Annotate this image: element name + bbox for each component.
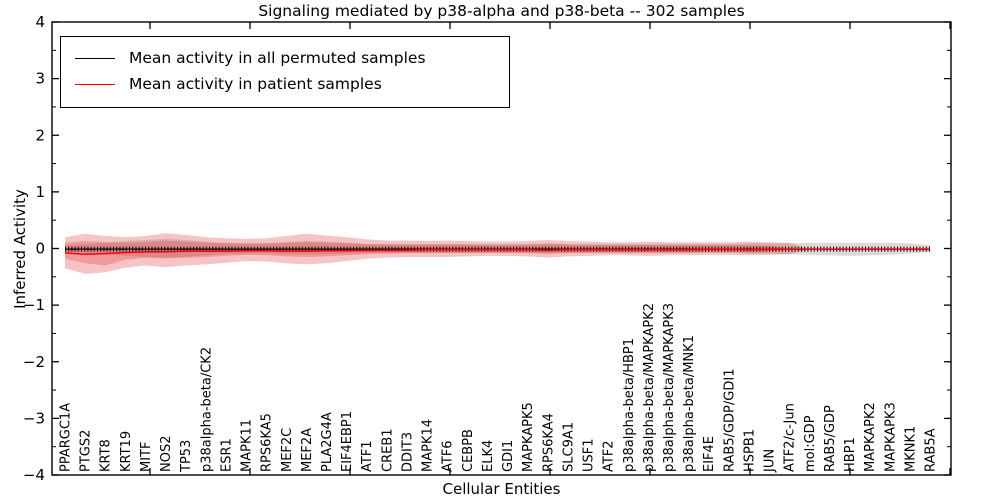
x-category-label: ATF2/c-Jun: [783, 403, 798, 472]
x-category-label: MAPKAPK2: [863, 402, 878, 472]
x-category-label: mol:GDP: [803, 415, 818, 472]
x-category-label: PLA2G4A: [320, 412, 335, 472]
x-category-label: PPARGC1A: [59, 403, 74, 472]
y-tick-label: −2: [23, 353, 45, 371]
x-category-label: p38alpha-beta/MAPKAPK2: [642, 303, 657, 472]
x-category-label: p38alpha-beta/MNK1: [682, 335, 697, 472]
x-category-label: p38alpha-beta/CK2: [199, 347, 214, 472]
x-ticks: [149, 22, 951, 475]
x-category-label: MEF2A: [300, 428, 315, 472]
y-tick-label: −1: [23, 296, 45, 314]
x-category-label: ATF1: [360, 440, 375, 472]
x-category-label: SLC9A1: [561, 422, 576, 472]
x-category-label: MEF2C: [280, 428, 295, 472]
x-category-label: KRT8: [99, 439, 114, 472]
x-category-label: ESR1: [219, 438, 234, 472]
legend-entry-patient: Mean activity in patient samples: [75, 71, 499, 97]
x-category-label: p38alpha-beta/HBP1: [622, 338, 637, 472]
chart-title: Signaling mediated by p38-alpha and p38-…: [258, 2, 745, 20]
legend-label-permuted: Mean activity in all permuted samples: [129, 49, 426, 67]
y-ticks: −4 −3 −2 −1 0 1 2 3 4: [23, 13, 951, 484]
x-category-label: PTGS2: [79, 430, 94, 472]
y-tick-label: 0: [35, 240, 45, 258]
x-category-label: RAB5A: [924, 428, 939, 472]
x-category-label: DDIT3: [401, 432, 416, 472]
x-category-label: MITF: [139, 442, 154, 472]
x-category-label: GDI1: [501, 440, 516, 472]
y-axis-label: Inferred Activity: [11, 189, 29, 309]
legend-box: Mean activity in all permuted samples Me…: [60, 36, 510, 108]
x-category-label: HSPB1: [743, 429, 758, 472]
x-category-label: RPS6KA5: [260, 413, 275, 472]
x-category-label: EIF4E: [702, 436, 717, 472]
x-category-label: JUN: [763, 449, 778, 473]
x-axis-label: Cellular Entities: [442, 480, 561, 498]
x-category-label: p38alpha-beta/MAPKAPK3: [662, 303, 677, 472]
x-category-label: MAPK11: [240, 419, 255, 472]
x-category-label: MKNK1: [903, 426, 918, 472]
x-category-label: ELK4: [481, 440, 496, 472]
legend-label-patient: Mean activity in patient samples: [129, 75, 382, 93]
x-category-label: TP53: [179, 440, 194, 473]
x-category-label: MAPKAPK3: [883, 402, 898, 472]
y-tick-label: −3: [23, 409, 45, 427]
legend-line-patient: [75, 83, 115, 85]
y-tick-label: 2: [35, 126, 45, 144]
patient-std-inner-band: [65, 240, 930, 266]
y-tick-label: 3: [35, 70, 45, 88]
x-category-label: ATF2: [602, 440, 617, 472]
x-category-label: USF1: [582, 438, 597, 472]
patient-mean-line: [64, 248, 930, 255]
x-category-labels: PPARGC1A PTGS2 KRT8 KRT19 MITF NOS2 TP53 p38alp…: [59, 303, 939, 473]
x-category-label: MAPKAPK5: [521, 402, 536, 472]
x-category-label: ATF6: [441, 440, 456, 472]
x-category-label: CREB1: [380, 428, 395, 472]
x-category-label: HBP1: [843, 437, 858, 472]
x-category-label: KRT19: [119, 431, 134, 472]
legend-line-permuted: [75, 57, 115, 59]
y-tick-label: 1: [35, 183, 45, 201]
x-category-label: MAPK14: [421, 419, 436, 472]
y-tick-label: −4: [23, 466, 45, 484]
x-category-label: NOS2: [159, 436, 174, 472]
x-category-label: RAB5/GDP/GDI1: [722, 369, 737, 472]
patient-std-outer-band: [65, 233, 930, 274]
y-tick-label: 4: [35, 13, 45, 31]
x-category-label: CEBPB: [461, 429, 476, 472]
legend-entry-permuted: Mean activity in all permuted samples: [75, 45, 499, 71]
x-category-label: RAB5/GDP: [823, 405, 838, 472]
x-category-label: EIF4EBP1: [340, 411, 355, 472]
x-category-label: RPS6KA4: [541, 413, 556, 472]
